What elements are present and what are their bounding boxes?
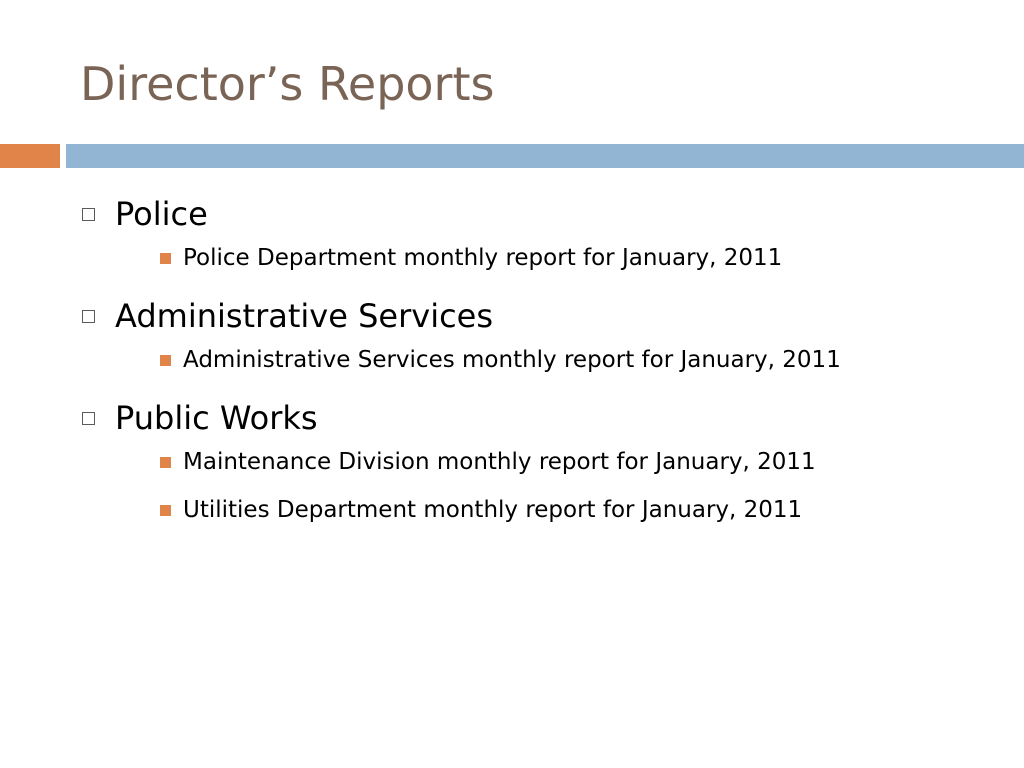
filled-square-bullet-icon	[160, 504, 171, 516]
report-link-utilities-department[interactable]: Utilities Department monthly report for …	[183, 497, 803, 523]
filled-square-bullet-icon	[160, 354, 171, 366]
section-administrative-services: Administrative Services	[82, 294, 1012, 338]
report-link-police-department[interactable]: Police Department monthly report for Jan…	[183, 245, 783, 271]
filled-square-bullet-icon	[160, 456, 171, 468]
list-item: Maintenance Division monthly report for …	[82, 446, 1012, 478]
section-heading: Administrative Services	[115, 297, 494, 335]
section-heading: Police	[115, 195, 208, 233]
hollow-square-bullet-icon	[82, 207, 95, 221]
hollow-square-bullet-icon	[82, 309, 95, 323]
bullet-list: Police Police Department monthly report …	[82, 192, 1012, 526]
hollow-square-bullet-icon	[82, 411, 95, 425]
filled-square-bullet-icon	[160, 252, 171, 264]
section-police: Police	[82, 192, 1012, 236]
section-public-works: Public Works	[82, 396, 1012, 440]
section-heading: Public Works	[115, 399, 318, 437]
report-link-maintenance-division[interactable]: Maintenance Division monthly report for …	[183, 449, 816, 475]
accent-bar-orange	[0, 144, 60, 168]
report-link-administrative-services[interactable]: Administrative Services monthly report f…	[183, 347, 841, 373]
accent-bar-blue	[66, 144, 1024, 168]
list-item: Administrative Services monthly report f…	[82, 344, 1012, 376]
list-item: Police Department monthly report for Jan…	[82, 242, 1012, 274]
slide-title: Director’s Reports	[80, 57, 495, 111]
list-item: Utilities Department monthly report for …	[82, 494, 1012, 526]
